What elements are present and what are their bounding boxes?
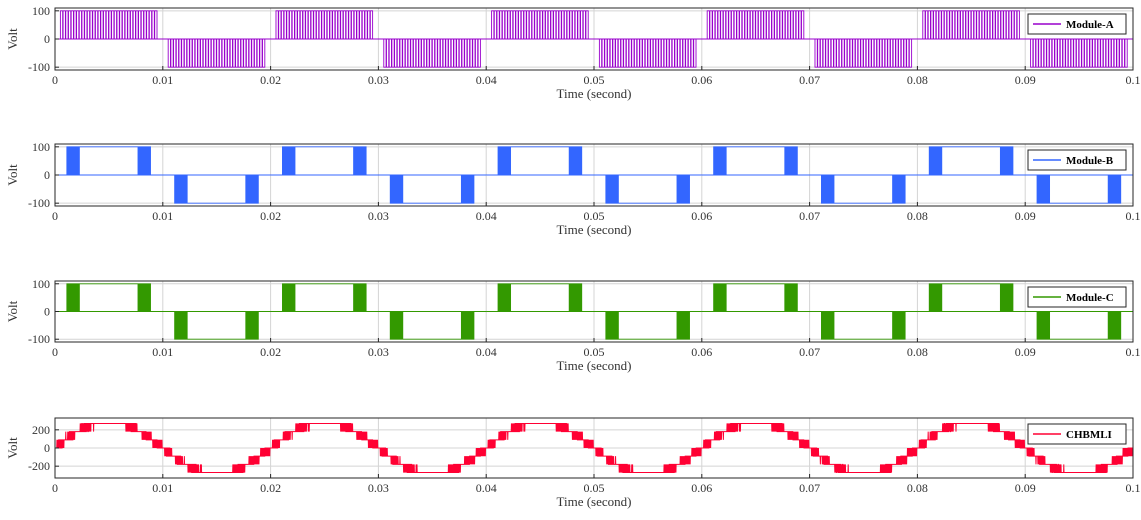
x-tick-label: 0.03 [368, 345, 389, 359]
x-tick-label: 0.04 [476, 481, 497, 495]
series-line [55, 422, 1133, 474]
y-tick-label: -100 [28, 196, 50, 210]
x-tick-label: 0.05 [584, 73, 605, 87]
y-axis-label: Volt [5, 300, 20, 322]
x-tick-label: 0.01 [152, 481, 173, 495]
x-tick-label: 0.05 [584, 345, 605, 359]
x-tick-label: 0.01 [152, 209, 173, 223]
x-tick-label: 0.1 [1126, 73, 1141, 87]
x-tick-label: 0.03 [368, 481, 389, 495]
y-tick-label: -100 [28, 60, 50, 74]
x-tick-label: 0.02 [260, 209, 281, 223]
y-tick-label: 100 [32, 277, 50, 291]
x-tick-label: 0.07 [799, 345, 820, 359]
y-axis-label: Volt [5, 164, 20, 186]
x-tick-label: 0.09 [1015, 345, 1036, 359]
y-tick-label: -200 [28, 459, 50, 473]
x-tick-label: 0.1 [1126, 345, 1141, 359]
x-tick-label: 0.05 [584, 481, 605, 495]
chart-panel-4: 0 0.01 0.02 0.03 0.04 0.05 0.06 0.07 0.08 0.09 0.1… [5, 417, 1141, 509]
x-tick-label: 0.04 [476, 345, 497, 359]
legend-label: Module-A [1066, 19, 1114, 31]
x-tick-label: 0.02 [260, 345, 281, 359]
x-tick-label: 0.06 [691, 209, 712, 223]
x-tick-label: 0.06 [691, 345, 712, 359]
x-tick-label: 0.03 [368, 209, 389, 223]
legend: Module-C [1027, 286, 1127, 308]
x-tick-label: 0.01 [152, 345, 173, 359]
legend-label: CHBMLI [1066, 429, 1112, 441]
y-tick-label: 100 [32, 4, 50, 18]
legend-label: Module-C [1066, 292, 1114, 304]
x-tick-label: 0.08 [907, 73, 928, 87]
x-tick-label: 0.04 [476, 209, 497, 223]
x-tick-label: 0.08 [907, 481, 928, 495]
x-tick-label: 0.08 [907, 209, 928, 223]
x-tick-label: 0.01 [152, 73, 173, 87]
x-tick-label: 0 [52, 209, 58, 223]
series-line [55, 283, 1133, 340]
y-tick-label: 200 [32, 423, 50, 437]
series-line [55, 146, 1133, 204]
legend: Module-A [1027, 13, 1127, 35]
y-tick-label: 0 [44, 441, 50, 455]
x-axis-label: Time (second) [557, 358, 632, 373]
x-tick-label: 0.1 [1126, 481, 1141, 495]
chart-panel-1: 0 0.01 0.02 0.03 0.04 0.05 0.06 0.07 0.08 0.09 0.1… [5, 4, 1141, 101]
x-tick-label: 0 [52, 73, 58, 87]
x-tick-label: 0.1 [1126, 209, 1141, 223]
y-tick-label: -100 [28, 332, 50, 346]
chart-panel-3: 0 0.01 0.02 0.03 0.04 0.05 0.06 0.07 0.08 0.09 0.1… [5, 277, 1141, 373]
legend: Module-B [1027, 149, 1127, 171]
x-tick-label: 0.04 [476, 73, 497, 87]
legend-box [1027, 149, 1127, 171]
y-axis-label: Volt [5, 28, 20, 50]
y-tick-label: 0 [44, 32, 50, 46]
x-axis-label: Time (second) [557, 494, 632, 509]
legend-box [1027, 423, 1127, 445]
legend: CHBMLI [1027, 423, 1127, 445]
x-axis-label: Time (second) [557, 86, 632, 101]
legend-label: Module-B [1066, 155, 1114, 167]
x-axis-label: Time (second) [557, 222, 632, 237]
y-tick-label: 100 [32, 140, 50, 154]
x-tick-label: 0.07 [799, 209, 820, 223]
series-line [55, 10, 1133, 68]
y-axis-label: Volt [5, 437, 20, 459]
x-tick-label: 0.06 [691, 73, 712, 87]
x-tick-label: 0.09 [1015, 73, 1036, 87]
x-tick-label: 0.09 [1015, 481, 1036, 495]
x-tick-label: 0.06 [691, 481, 712, 495]
x-tick-label: 0.09 [1015, 209, 1036, 223]
x-tick-label: 0.02 [260, 73, 281, 87]
x-tick-label: 0.07 [799, 73, 820, 87]
x-tick-label: 0.05 [584, 209, 605, 223]
legend-box [1027, 13, 1127, 35]
x-tick-label: 0 [52, 481, 58, 495]
x-tick-label: 0.08 [907, 345, 928, 359]
x-tick-label: 0.02 [260, 481, 281, 495]
x-tick-label: 0 [52, 345, 58, 359]
x-tick-label: 0.03 [368, 73, 389, 87]
y-tick-label: 0 [44, 168, 50, 182]
legend-box [1027, 286, 1127, 308]
chart-panel-2: 0 0.01 0.02 0.03 0.04 0.05 0.06 0.07 0.08 0.09 0.1… [5, 140, 1141, 237]
y-tick-label: 0 [44, 305, 50, 319]
x-tick-label: 0.07 [799, 481, 820, 495]
